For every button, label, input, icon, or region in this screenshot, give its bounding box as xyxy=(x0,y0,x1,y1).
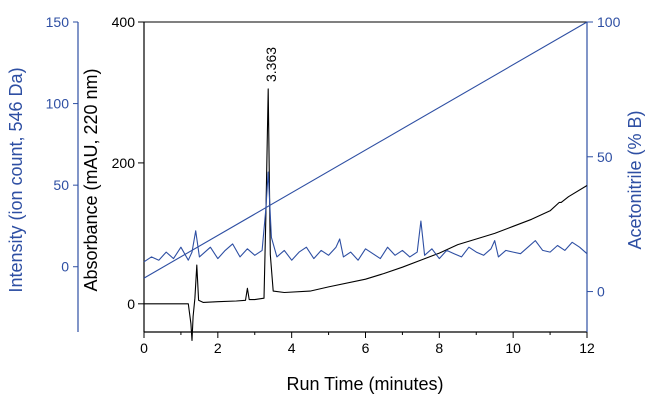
absorbance-tick-label: 400 xyxy=(112,14,136,30)
intensity-tick-label: 0 xyxy=(61,259,69,275)
intensity-tick-label: 150 xyxy=(46,14,70,30)
intensity-tick-label: 100 xyxy=(46,96,70,112)
absorbance-axis-label: Absorbance (mAU, 220 nm) xyxy=(81,68,101,291)
acetonitrile-trace xyxy=(143,21,588,279)
x-tick-label: 8 xyxy=(435,340,443,356)
acetonitrile-tick-label: 100 xyxy=(597,14,621,30)
intensity-trace xyxy=(143,171,588,263)
x-tick-label: 6 xyxy=(362,340,370,356)
x-tick-label: 2 xyxy=(214,340,222,356)
x-tick-label: 0 xyxy=(140,340,148,356)
axis-layer: 0 2 4 6 8 10 12 0 200 400 0 50 100 150 0 50 100 xyxy=(46,14,621,356)
x-tick-label: 4 xyxy=(288,340,296,356)
axes-frame xyxy=(77,21,588,333)
absorbance-tick-label: 0 xyxy=(127,296,135,312)
x-tick-label: 10 xyxy=(505,340,521,356)
x-axis-label: Run Time (minutes) xyxy=(286,374,443,394)
acetonitrile-tick-label: 50 xyxy=(597,149,613,165)
acetonitrile-tick-label: 0 xyxy=(597,284,605,300)
absorbance-tick-label: 200 xyxy=(112,155,136,171)
acetonitrile-axis-label: Acetonitrile (% B) xyxy=(625,110,645,249)
absorbance-trace xyxy=(144,88,588,342)
peak-label: 3.363 xyxy=(263,47,279,82)
series-layer xyxy=(143,21,588,342)
x-tick-label: 12 xyxy=(579,340,595,356)
intensity-tick-label: 50 xyxy=(53,177,69,193)
intensity-axis-label: Intensity (ion count, 546 Da) xyxy=(6,67,26,292)
